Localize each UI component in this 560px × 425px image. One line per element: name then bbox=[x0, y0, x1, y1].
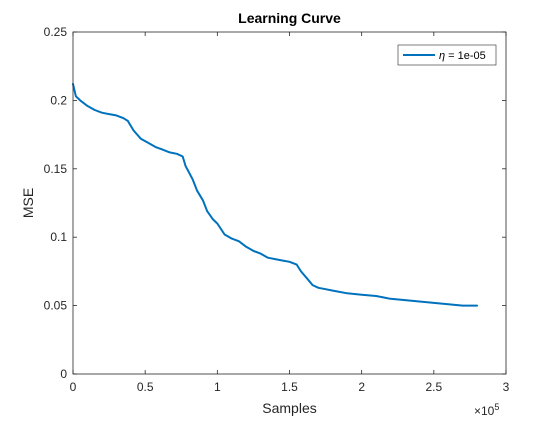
series-line-eta-1e-05 bbox=[72, 83, 479, 307]
x-axis-multiplier-base: ×10 bbox=[474, 404, 495, 418]
x-tick-label: 2.5 bbox=[425, 380, 442, 394]
plot-area bbox=[73, 32, 506, 374]
x-tick-label: 0 bbox=[70, 380, 77, 394]
x-axis-label: Samples bbox=[262, 400, 316, 416]
y-ticks: 0 0.05 0.1 0.15 0.2 0.25 bbox=[44, 25, 506, 381]
y-tick-label: 0.15 bbox=[44, 162, 68, 176]
x-axis-multiplier: ×105 bbox=[474, 402, 499, 418]
y-tick-label: 0 bbox=[60, 367, 67, 381]
y-tick-label: 0.25 bbox=[44, 25, 68, 39]
x-tick-label: 0.5 bbox=[137, 380, 154, 394]
legend: η = 1e-05 bbox=[397, 44, 497, 66]
y-tick-label: 0.2 bbox=[50, 93, 67, 107]
chart-title: Learning Curve bbox=[238, 10, 341, 26]
legend-entry-label: = 1e-05 bbox=[445, 50, 486, 62]
plot-frame bbox=[72, 31, 507, 375]
legend-entry: η = 1e-05 bbox=[439, 50, 486, 62]
legend-box bbox=[397, 44, 497, 66]
y-tick-label: 0.1 bbox=[50, 230, 67, 244]
legend-eta-symbol: η bbox=[439, 50, 445, 62]
x-tick-label: 1.5 bbox=[281, 380, 298, 394]
x-tick-label: 2 bbox=[358, 380, 365, 394]
x-ticks: 0 0.5 1 1.5 2 2.5 3 bbox=[70, 32, 510, 394]
y-tick-label: 0.05 bbox=[44, 299, 68, 313]
y-axis-label: MSE bbox=[20, 188, 36, 218]
x-tick-label: 3 bbox=[503, 380, 510, 394]
x-tick-label: 1 bbox=[214, 380, 221, 394]
x-axis-multiplier-exponent: 5 bbox=[494, 402, 499, 412]
